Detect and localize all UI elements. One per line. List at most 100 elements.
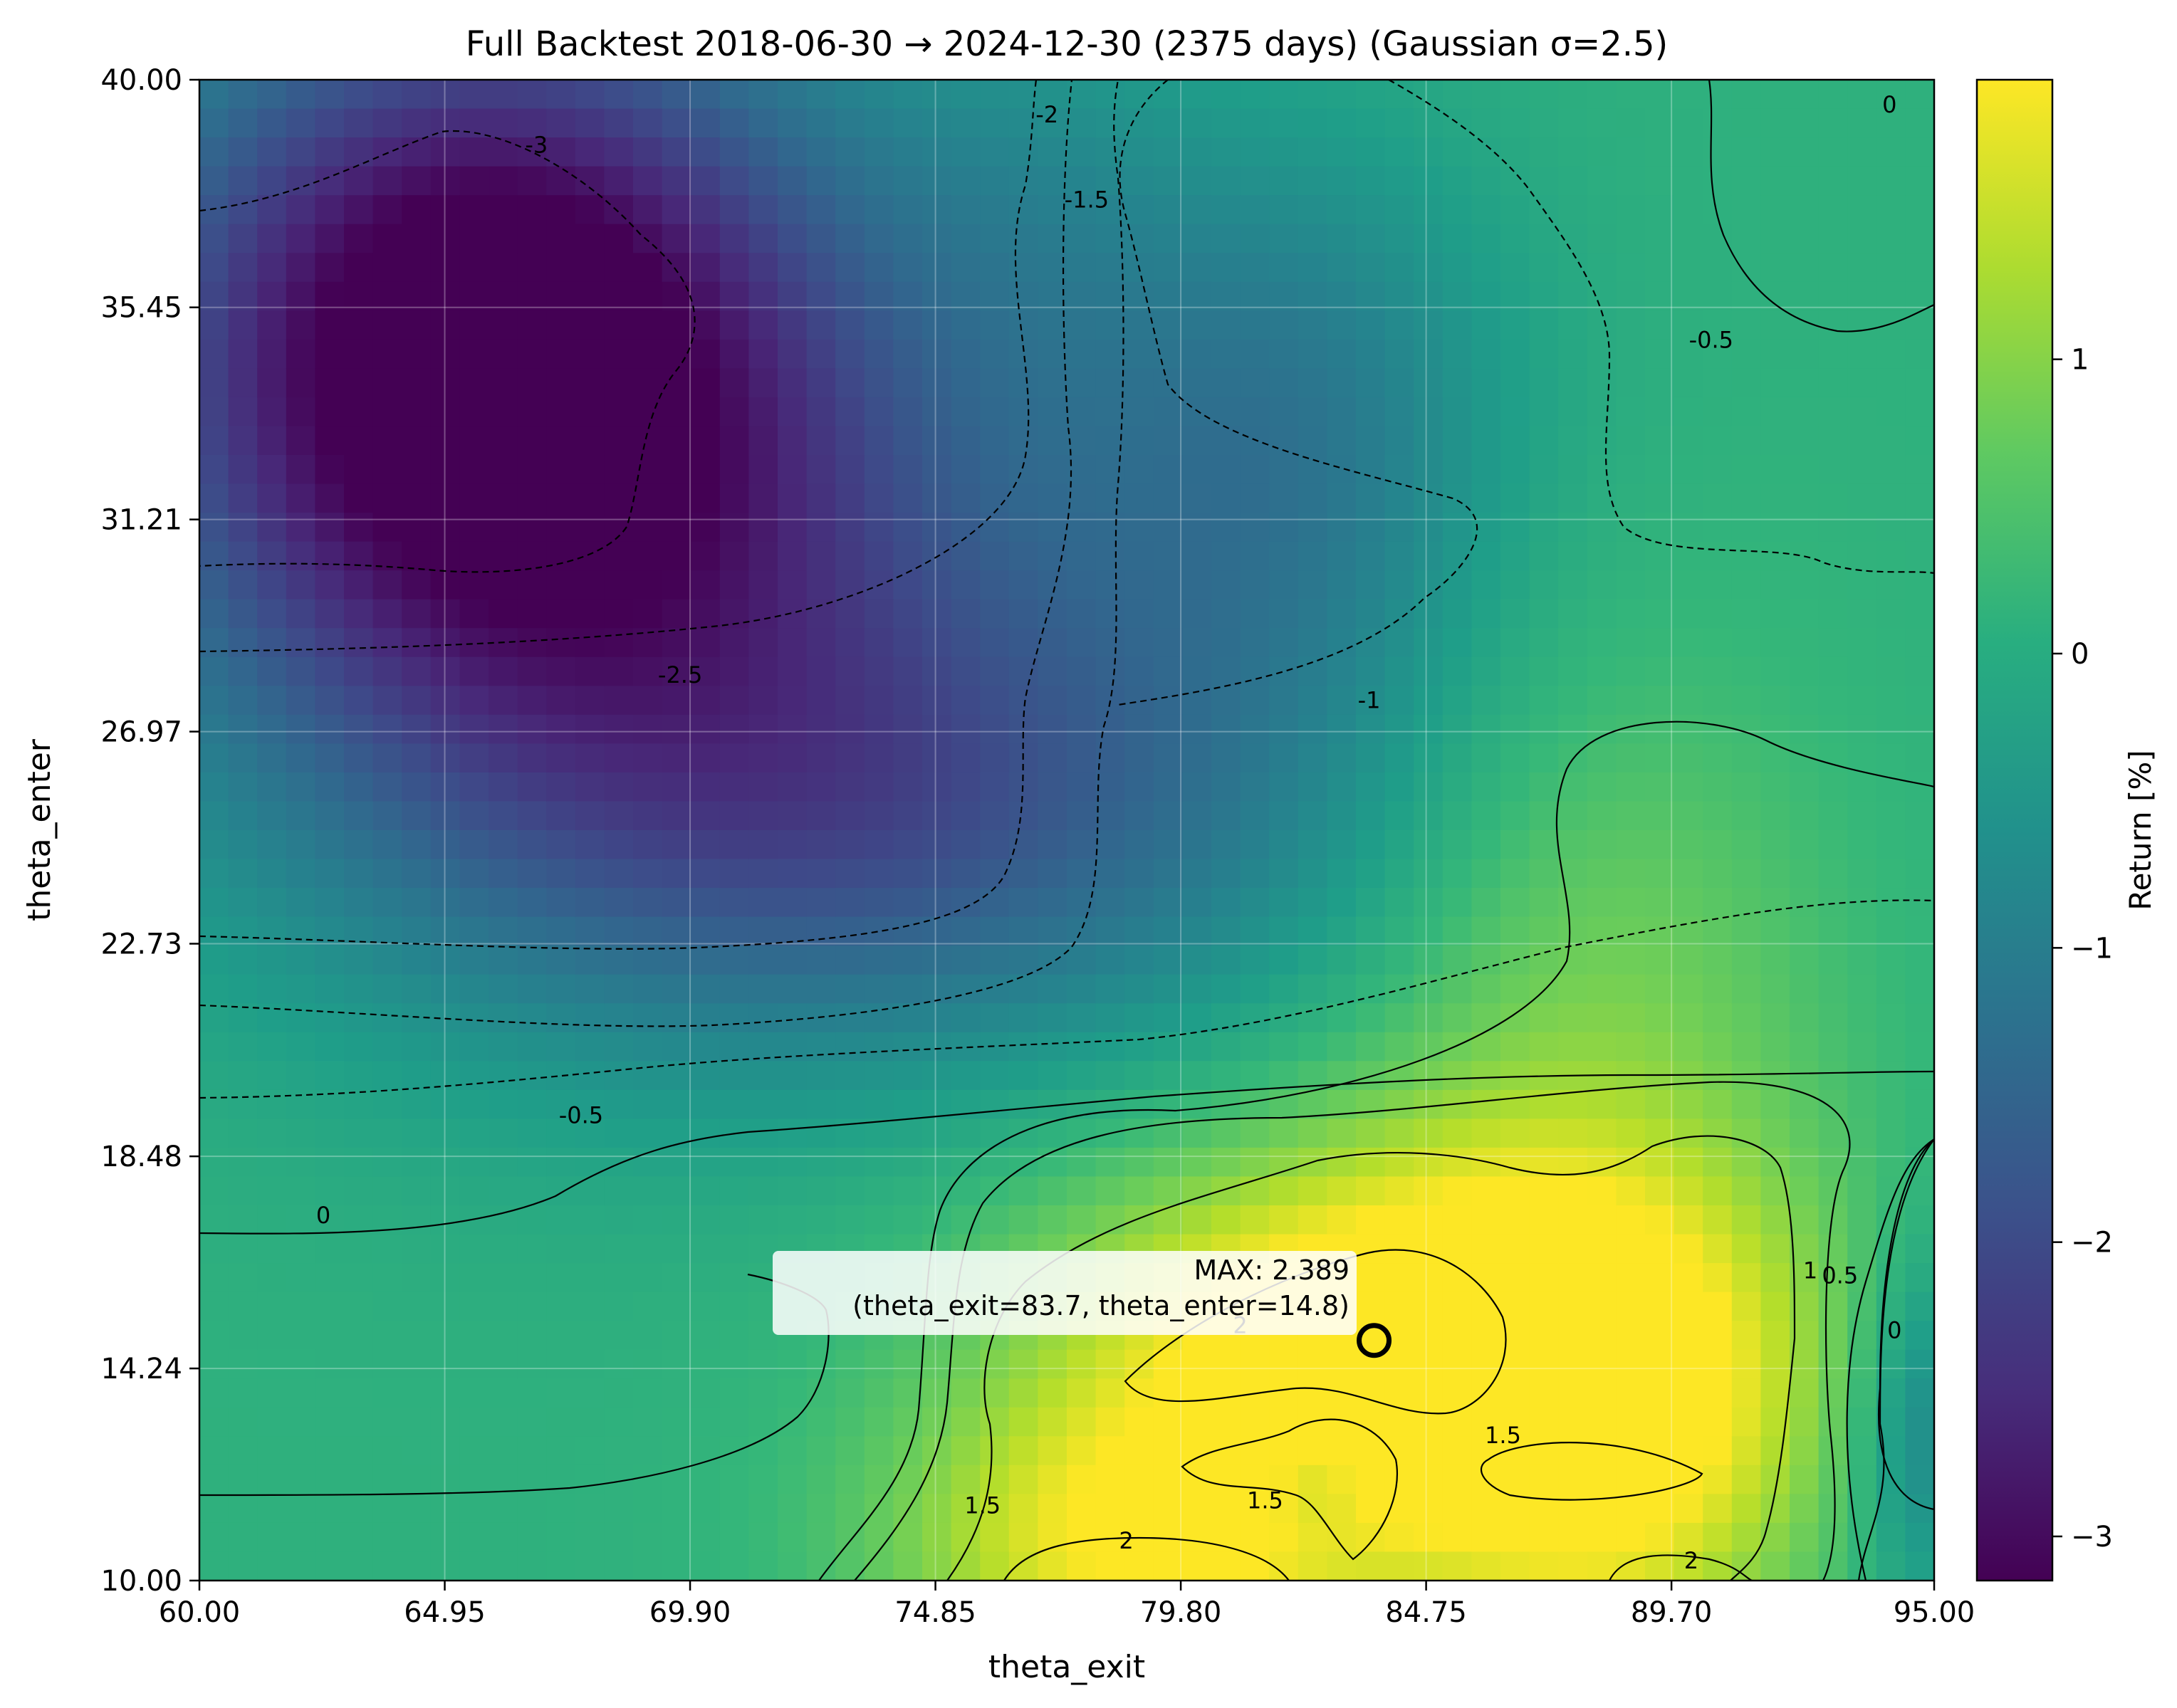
heatmap-cell bbox=[778, 1176, 808, 1206]
heatmap-cell bbox=[1124, 801, 1154, 831]
heatmap-cell bbox=[459, 310, 489, 340]
heatmap-cell bbox=[1384, 1089, 1414, 1120]
heatmap-cell bbox=[1616, 1176, 1646, 1206]
heatmap-cell bbox=[748, 1205, 778, 1235]
heatmap-cell bbox=[1182, 1407, 1212, 1437]
heatmap-cell bbox=[1269, 628, 1299, 658]
heatmap-cell bbox=[1616, 397, 1646, 427]
heatmap-cell bbox=[1471, 1321, 1501, 1351]
heatmap-cell bbox=[430, 426, 461, 456]
heatmap-cell bbox=[1905, 1176, 1934, 1206]
heatmap-cell bbox=[1587, 513, 1617, 543]
heatmap-cell bbox=[257, 1407, 287, 1437]
heatmap-cell bbox=[1471, 1378, 1501, 1408]
heatmap-cell bbox=[1067, 166, 1097, 196]
heatmap-cell bbox=[1240, 916, 1270, 946]
heatmap-cell bbox=[372, 1522, 402, 1553]
heatmap-cell bbox=[604, 368, 634, 398]
heatmap-cell bbox=[980, 916, 1010, 946]
heatmap-cell bbox=[1731, 1118, 1762, 1148]
heatmap-cell bbox=[344, 1378, 374, 1408]
heatmap-cell bbox=[575, 830, 605, 860]
heatmap-cell bbox=[1356, 339, 1386, 370]
heatmap-cell bbox=[980, 80, 1010, 110]
heatmap-cell bbox=[1442, 743, 1473, 773]
heatmap-cell bbox=[517, 426, 547, 456]
heatmap-cell bbox=[980, 310, 1010, 340]
heatmap-cell bbox=[1558, 1522, 1588, 1553]
heatmap-cell bbox=[691, 628, 721, 658]
heatmap-cell bbox=[1529, 801, 1559, 831]
heatmap-cell bbox=[1818, 859, 1848, 889]
heatmap-cell bbox=[864, 772, 894, 802]
heatmap-cell bbox=[633, 1032, 663, 1062]
heatmap-cell bbox=[1760, 108, 1790, 138]
heatmap-cell bbox=[1067, 656, 1097, 687]
heatmap-cell bbox=[199, 570, 229, 600]
heatmap-cell bbox=[1471, 368, 1501, 398]
heatmap-cell bbox=[719, 397, 750, 427]
heatmap-cell bbox=[286, 224, 316, 254]
heatmap-cell bbox=[430, 1494, 461, 1524]
heatmap-cell bbox=[546, 426, 576, 456]
heatmap-cell bbox=[1442, 1349, 1473, 1380]
heatmap-cell bbox=[691, 368, 721, 398]
heatmap-cell bbox=[402, 1176, 432, 1206]
heatmap-cell bbox=[344, 195, 374, 225]
heatmap-cell bbox=[575, 916, 605, 946]
heatmap-cell bbox=[575, 1522, 605, 1553]
heatmap-cell bbox=[1269, 888, 1299, 918]
heatmap-cell bbox=[1356, 1465, 1386, 1495]
heatmap-cell bbox=[1471, 686, 1501, 716]
heatmap-cell bbox=[1038, 772, 1067, 802]
heatmap-cell bbox=[1905, 859, 1934, 889]
heatmap-cell bbox=[633, 1494, 663, 1524]
heatmap-cell bbox=[199, 1176, 229, 1206]
heatmap-cell bbox=[1847, 1407, 1877, 1437]
heatmap-cell bbox=[1731, 1292, 1762, 1321]
heatmap-cell bbox=[1645, 1263, 1675, 1293]
heatmap-cell bbox=[1616, 801, 1646, 831]
heatmap-cell bbox=[1587, 1032, 1617, 1062]
heatmap-cell bbox=[1240, 368, 1270, 398]
heatmap-cell bbox=[575, 1436, 605, 1466]
heatmap-cell bbox=[1414, 830, 1443, 860]
heatmap-cell bbox=[1760, 1321, 1790, 1351]
heatmap-cell bbox=[1153, 310, 1184, 340]
heatmap-cell bbox=[893, 1118, 923, 1148]
heatmap-cell bbox=[1298, 1436, 1328, 1466]
heatmap-cell bbox=[1211, 1147, 1241, 1178]
heatmap-cell bbox=[199, 801, 229, 831]
heatmap-cell bbox=[864, 801, 894, 831]
heatmap-cell bbox=[1008, 916, 1039, 946]
heatmap-cell bbox=[864, 686, 894, 716]
heatmap-cell bbox=[199, 686, 229, 716]
heatmap-cell bbox=[1442, 339, 1473, 370]
heatmap-cell bbox=[402, 541, 432, 571]
heatmap-cell bbox=[257, 1292, 287, 1321]
heatmap-cell bbox=[1731, 1089, 1762, 1120]
heatmap-cell bbox=[1414, 714, 1443, 745]
heatmap-cell bbox=[893, 628, 923, 658]
heatmap-cell bbox=[1327, 397, 1357, 427]
heatmap-cell bbox=[1124, 1118, 1154, 1148]
heatmap-cell bbox=[1095, 1089, 1125, 1120]
heatmap-cell bbox=[1471, 1407, 1501, 1437]
heatmap-cell bbox=[1703, 1292, 1733, 1321]
heatmap-cell bbox=[1731, 426, 1762, 456]
heatmap-cell bbox=[1847, 772, 1877, 802]
heatmap-cell bbox=[1529, 166, 1559, 196]
heatmap-cell bbox=[1500, 772, 1530, 802]
heatmap-cell bbox=[864, 166, 894, 196]
heatmap-cell bbox=[951, 310, 981, 340]
heatmap-cell bbox=[1674, 859, 1703, 889]
heatmap-cell bbox=[1269, 137, 1299, 167]
heatmap-cell bbox=[835, 656, 865, 687]
heatmap-cell bbox=[402, 743, 432, 773]
heatmap-cell bbox=[1269, 483, 1299, 513]
heatmap-cell bbox=[1616, 1321, 1646, 1351]
heatmap-cell bbox=[1760, 541, 1790, 571]
heatmap-cell bbox=[1847, 1032, 1877, 1062]
heatmap-cell bbox=[604, 1349, 634, 1380]
heatmap-cell bbox=[489, 426, 518, 456]
